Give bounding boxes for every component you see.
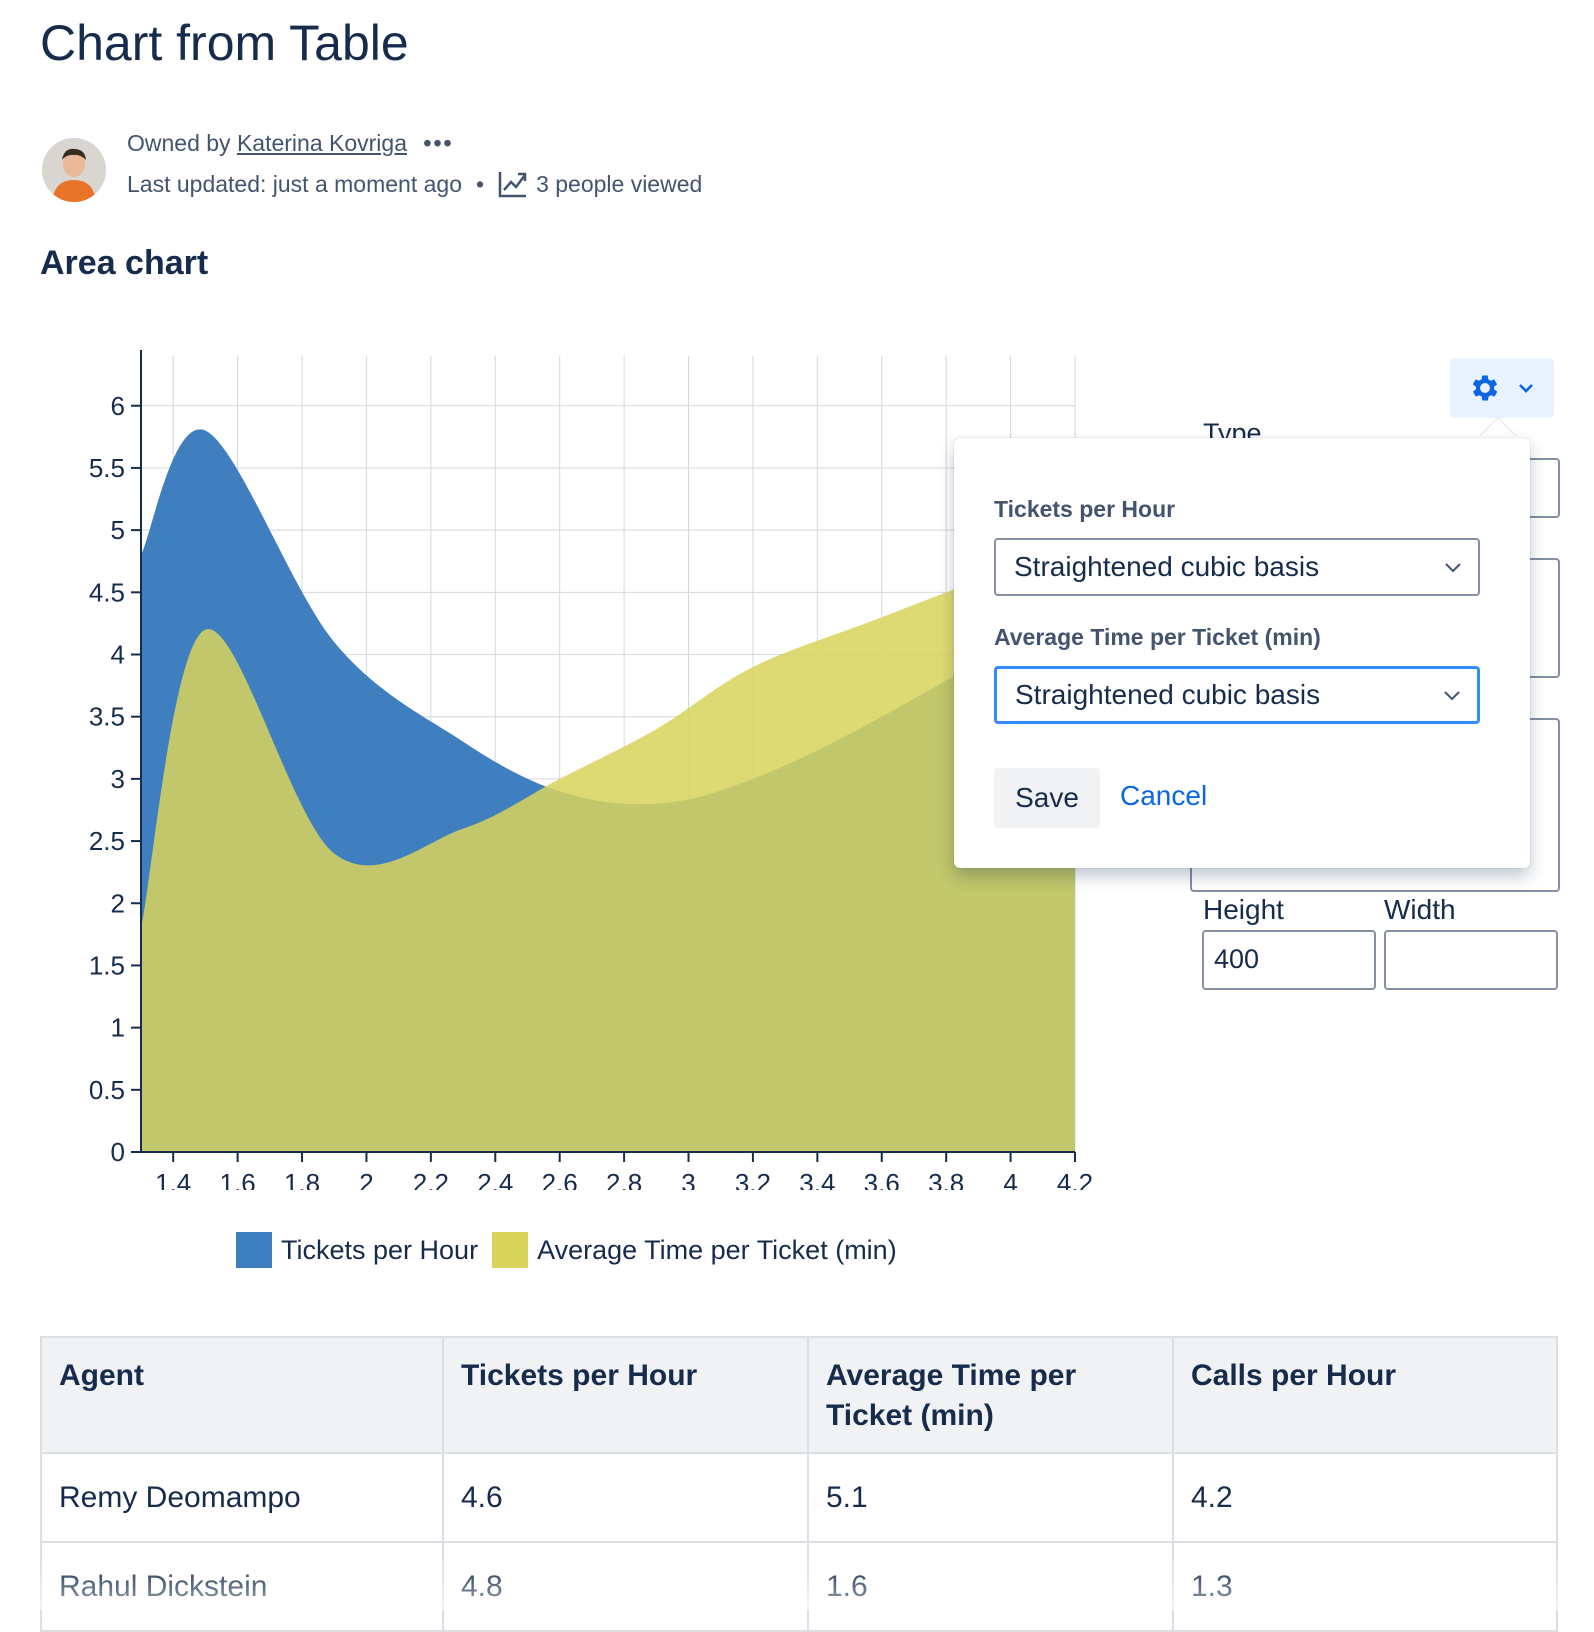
owner-name-link[interactable]: Katerina Kovriga [236,130,407,156]
width-label: Width [1384,894,1456,925]
y-tick-label: 5.5 [89,453,125,483]
legend-swatch-avg-time [492,1232,529,1268]
table-cell[interactable]: 4.2 [1172,1452,1558,1543]
meta-separator: • [476,170,485,197]
table-cell[interactable]: 4.6 [442,1452,809,1543]
y-tick-label: 1.5 [89,950,125,980]
legend-swatch-tickets [236,1232,272,1268]
chevron-down-icon [1519,384,1533,393]
x-tick-label: 4 [1003,1168,1017,1190]
series-area-2 [141,542,1075,1152]
table-header-cell: Calls per Hour [1172,1336,1558,1454]
y-tick-label: 2.5 [89,826,125,856]
x-tick-label: 3.4 [799,1168,835,1190]
gear-icon [1472,375,1498,401]
interpolation-popover: Tickets per Hour Straightened cubic basi… [954,438,1530,868]
owner-line: Owned by Katerina Kovriga ••• [127,130,454,157]
table-header-cell: Agent [40,1336,444,1454]
x-tick-label: 1.8 [284,1168,320,1190]
series1-label: Tickets per Hour [994,496,1176,522]
table-cell[interactable]: Remy Deomampo [40,1452,444,1543]
y-tick-label: 0.5 [89,1075,125,1105]
x-tick-label: 2.6 [542,1168,578,1190]
owner-prefix: Owned by [127,130,231,156]
x-tick-label: 2.4 [477,1168,513,1190]
table-header-cell: Average Time per Ticket (min) [807,1336,1174,1454]
chevron-down-icon [1444,691,1460,701]
table-cell[interactable]: 5.1 [807,1452,1174,1543]
table-header-row: Agent Tickets per Hour Average Time per … [40,1336,1558,1454]
x-tick-label: 1.4 [155,1168,191,1190]
last-updated: Last updated: just a moment ago [127,170,462,197]
series1-select-value: Straightened cubic basis [1014,551,1320,582]
x-tick-label: 3.8 [928,1168,964,1190]
x-tick-label: 3 [681,1168,695,1190]
series1-interpolation-select[interactable]: Straightened cubic basis [994,538,1480,596]
x-tick-label: 3.2 [735,1168,771,1190]
y-tick-label: 1 [111,1013,125,1043]
page-title: Chart from Table [40,15,409,71]
legend-label-tickets: Tickets per Hour [281,1234,479,1265]
y-tick-label: 4.5 [89,577,125,607]
x-tick-label: 2 [359,1168,373,1190]
y-tick-label: 2 [111,888,125,918]
x-tick-label: 4.2 [1057,1168,1093,1190]
legend-item-tickets[interactable]: Tickets per Hour [236,1232,478,1268]
table-header-cell: Tickets per Hour [442,1336,809,1454]
save-button[interactable]: Save [994,768,1100,828]
chart-settings-button[interactable] [1450,358,1554,418]
chart-legend: Tickets per Hour Average Time per Ticket… [236,1232,911,1268]
table-row: Remy Deomampo 4.6 5.1 4.2 [40,1452,1558,1543]
series2-label: Average Time per Ticket (min) [994,624,1321,650]
x-tick-label: 3.6 [864,1168,900,1190]
height-label: Height [1203,894,1284,925]
series2-select-value: Straightened cubic basis [1015,679,1321,710]
y-tick-label: 0 [111,1137,125,1167]
data-table: Agent Tickets per Hour Average Time per … [40,1336,1558,1632]
y-tick-label: 6 [111,391,125,421]
y-tick-label: 4 [111,640,125,670]
table-row: Rahul Dickstein 4.8 1.6 1.3 [40,1541,1558,1632]
x-tick-label: 2.8 [606,1168,642,1190]
view-count[interactable]: 3 people viewed [536,170,703,197]
legend-item-avg-time[interactable]: Average Time per Ticket (min) [492,1232,897,1268]
table-cell[interactable]: 1.3 [1172,1541,1558,1632]
x-tick-label: 2.2 [413,1168,449,1190]
more-actions-button[interactable]: ••• [423,130,454,156]
avatar[interactable] [42,138,106,202]
analytics-icon[interactable] [498,170,528,198]
area-chart: 0 0.5 1 1.5 2 2.5 3 3.5 4 4.5 5 5.5 6 1.4 1.6 1.8 2 2.2 2.… [89,350,1093,1190]
y-tick-label: 3.5 [89,702,125,732]
y-tick-label: 5 [111,515,125,545]
table-cell[interactable]: Rahul Dickstein [40,1541,444,1632]
section-heading: Area chart [40,244,209,282]
y-tick-label: 3 [111,764,125,794]
x-tick-label: 1.6 [220,1168,256,1190]
table-cell[interactable]: 4.8 [442,1541,809,1632]
series2-interpolation-select[interactable]: Straightened cubic basis [994,666,1480,724]
cancel-button[interactable]: Cancel [1120,780,1208,811]
height-input[interactable]: 400 [1202,930,1376,990]
avatar-image [42,138,106,202]
legend-label-avg-time: Average Time per Ticket (min) [537,1234,897,1265]
width-input[interactable] [1384,930,1558,990]
page-meta: Last updated: just a moment ago • 3 peop… [127,170,702,198]
chevron-down-icon [1445,563,1461,573]
table-cell[interactable]: 1.6 [807,1541,1174,1632]
